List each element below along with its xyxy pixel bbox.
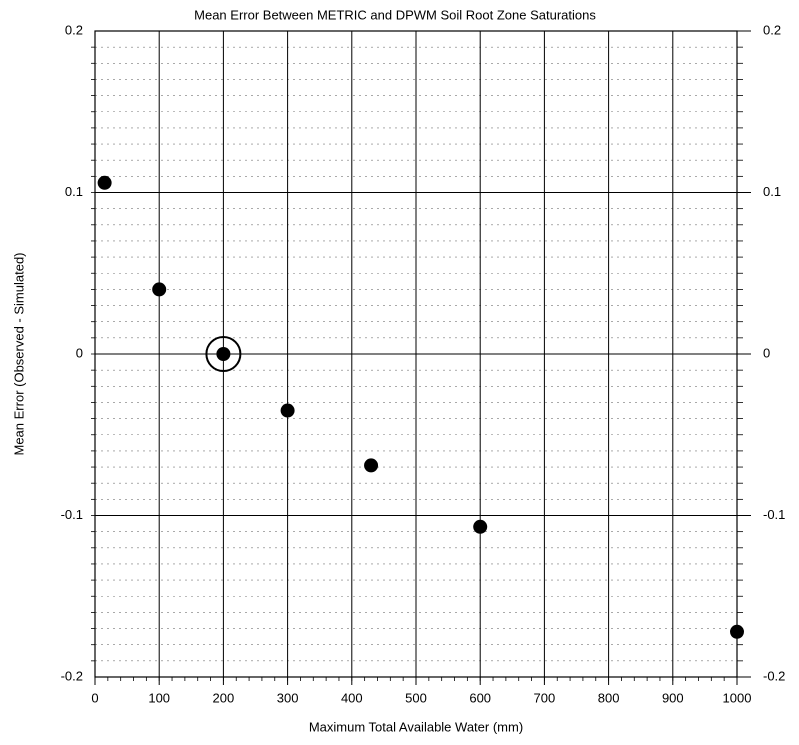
- y-tick-label-right: -0.1: [763, 507, 785, 522]
- highlight-ring: [205, 336, 242, 372]
- point: [364, 458, 379, 473]
- x-tick-label: 600: [469, 690, 491, 705]
- y-tick-label-right: 0.1: [763, 184, 781, 199]
- point: [97, 175, 112, 190]
- y-tick-label: 0: [76, 345, 83, 360]
- x-tick-label: 100: [148, 690, 170, 705]
- x-tick-label: 900: [662, 690, 684, 705]
- y-tick-label-right: 0.2: [763, 22, 781, 37]
- x-tick-label: 0: [91, 690, 98, 705]
- point: [216, 347, 231, 361]
- x-tick-label: 500: [405, 690, 427, 705]
- y-tick-label: 0.1: [65, 184, 83, 199]
- point: [473, 519, 488, 534]
- y-tick-label-right: -0.2: [763, 668, 785, 683]
- point: [280, 403, 295, 418]
- x-tick-label: 200: [213, 690, 235, 705]
- x-tick-label: 400: [341, 690, 363, 705]
- x-axis-label: Maximum Total Available Water (mm): [309, 719, 523, 734]
- y-tick-label: -0.2: [61, 668, 83, 683]
- x-tick-label: 300: [277, 690, 299, 705]
- point: [730, 624, 744, 639]
- x-tick-label: 700: [534, 690, 556, 705]
- x-tick-label: 800: [598, 690, 620, 705]
- y-tick-label-right: 0: [763, 345, 770, 360]
- plot-frame: [94, 30, 738, 678]
- y-tick-label: 0.2: [65, 22, 83, 37]
- x-tick-label: 1000: [723, 690, 752, 705]
- y-axis-label: Mean Error (Observed - Simulated): [11, 252, 26, 455]
- point: [152, 282, 167, 297]
- y-tick-label: -0.1: [61, 507, 83, 522]
- chart-title: Mean Error Between METRIC and DPWM Soil …: [194, 7, 596, 22]
